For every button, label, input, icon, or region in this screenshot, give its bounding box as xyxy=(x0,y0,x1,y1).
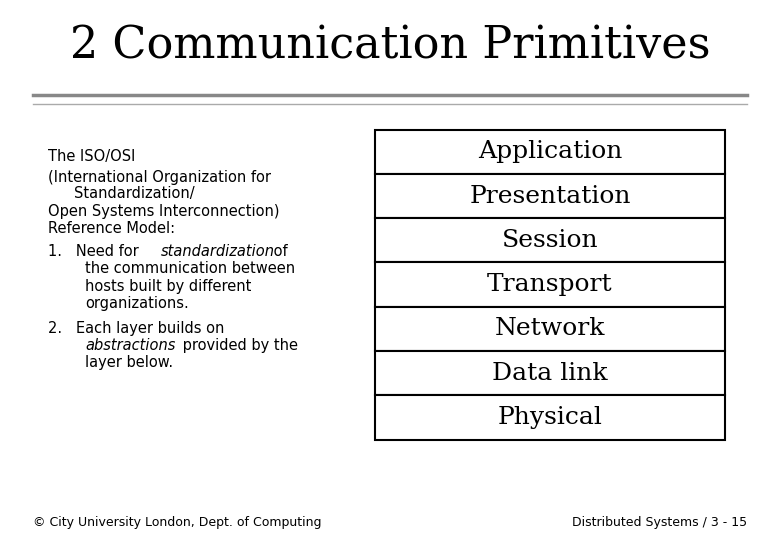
Text: organizations.: organizations. xyxy=(85,296,189,311)
Text: provided by the: provided by the xyxy=(178,338,298,353)
FancyBboxPatch shape xyxy=(375,395,725,440)
FancyBboxPatch shape xyxy=(375,262,725,307)
FancyBboxPatch shape xyxy=(375,174,725,218)
Text: Application: Application xyxy=(478,140,622,163)
Text: layer below.: layer below. xyxy=(85,355,173,370)
Text: 2.   Each layer builds on: 2. Each layer builds on xyxy=(48,321,224,336)
Text: Distributed Systems / 3 - 15: Distributed Systems / 3 - 15 xyxy=(572,516,747,529)
Text: 2 Communication Primitives: 2 Communication Primitives xyxy=(69,24,711,68)
Text: Transport: Transport xyxy=(488,273,613,296)
Text: Standardization/: Standardization/ xyxy=(74,186,194,201)
FancyBboxPatch shape xyxy=(375,218,725,262)
Text: © City University London, Dept. of Computing: © City University London, Dept. of Compu… xyxy=(33,516,321,529)
FancyBboxPatch shape xyxy=(375,351,725,395)
Text: Reference Model:: Reference Model: xyxy=(48,221,175,237)
Text: (International Organization for: (International Organization for xyxy=(48,170,271,185)
Text: Data link: Data link xyxy=(492,362,608,384)
Text: Presentation: Presentation xyxy=(470,185,631,207)
Text: of: of xyxy=(269,244,287,259)
Text: Open Systems Interconnection): Open Systems Interconnection) xyxy=(48,204,279,219)
Text: hosts built by different: hosts built by different xyxy=(85,279,251,294)
FancyBboxPatch shape xyxy=(375,130,725,174)
Text: Session: Session xyxy=(502,229,598,252)
FancyBboxPatch shape xyxy=(375,307,725,351)
Text: Network: Network xyxy=(495,318,605,340)
Text: Physical: Physical xyxy=(498,406,602,429)
Text: The ISO/OSI: The ISO/OSI xyxy=(48,148,135,164)
Text: the communication between: the communication between xyxy=(85,261,295,276)
Text: 1.   Need for: 1. Need for xyxy=(48,244,144,259)
Text: standardization: standardization xyxy=(161,244,275,259)
Text: abstractions: abstractions xyxy=(85,338,176,353)
